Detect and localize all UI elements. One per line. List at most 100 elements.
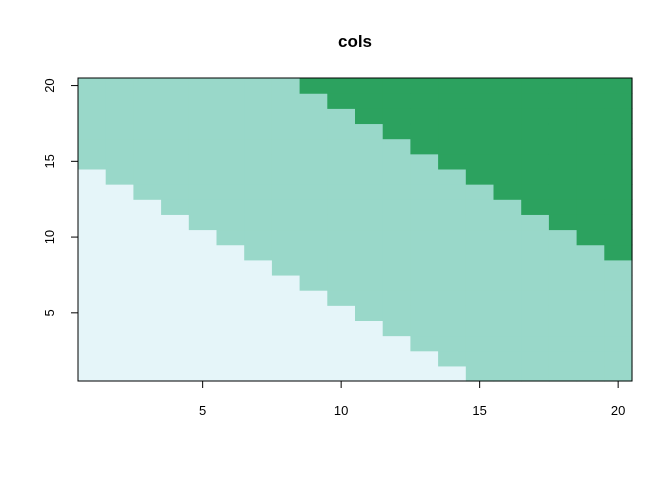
heatmap-cell [105, 274, 134, 291]
heatmap-cell [576, 350, 605, 367]
heatmap-cell [216, 138, 245, 155]
heatmap-cell [188, 365, 218, 382]
heatmap-cell [216, 320, 245, 337]
heatmap-cell [78, 305, 107, 321]
heatmap-cell [78, 168, 107, 185]
heatmap-cell [105, 244, 134, 261]
heatmap-cell [327, 320, 356, 337]
heatmap-cell [105, 335, 134, 352]
heatmap-cell [161, 168, 190, 185]
heatmap-cell [465, 290, 495, 306]
heatmap-cell [355, 214, 384, 231]
heatmap-cell [493, 199, 522, 215]
heatmap-cell [161, 184, 190, 200]
heatmap-cell [78, 335, 107, 352]
heatmap-cell [327, 168, 356, 185]
heatmap-cell [327, 305, 356, 321]
heatmap-cell [327, 138, 356, 155]
heatmap-cell [576, 199, 605, 215]
heatmap-cell [299, 93, 328, 109]
heatmap-cell [493, 184, 522, 200]
heatmap-cell [133, 93, 162, 109]
heatmap-cell [105, 229, 134, 246]
heatmap-cell [465, 335, 495, 352]
heatmap-cell [161, 199, 190, 215]
heatmap-cell [410, 199, 439, 215]
heatmap-cell [78, 199, 107, 215]
heatmap-cell [161, 229, 190, 246]
heatmap-cell [493, 244, 522, 261]
heatmap-cell [355, 259, 384, 276]
heatmap-cell [78, 274, 107, 291]
heatmap-cell [327, 153, 356, 170]
heatmap-cell [355, 244, 384, 261]
heatmap-cell [493, 350, 522, 367]
heatmap-cell [604, 320, 633, 337]
heatmap-cell [271, 350, 301, 367]
heatmap-cell [161, 290, 190, 306]
heatmap-cell [465, 244, 495, 261]
heatmap-cell [299, 153, 328, 170]
heatmap-cell [327, 93, 356, 109]
heatmap-cell [188, 229, 218, 246]
heatmap-cell [576, 123, 605, 140]
heatmap-cell [216, 335, 245, 352]
heatmap-cell [188, 350, 218, 367]
heatmap-cell [604, 290, 633, 306]
heatmap-cell [188, 123, 218, 140]
heatmap-cell [244, 108, 273, 125]
heatmap-cell [161, 274, 190, 291]
heatmap-cell [465, 184, 495, 200]
heatmap-cell [410, 229, 439, 246]
heatmap-cell [244, 93, 273, 109]
heatmap-cell [161, 138, 190, 155]
heatmap-cell [604, 184, 633, 200]
heatmap-cell [188, 244, 218, 261]
heatmap-cell [327, 350, 356, 367]
heatmap-cell [410, 214, 439, 231]
y-tick-label: 5 [42, 309, 57, 316]
heatmap-cell [78, 350, 107, 367]
heatmap-cell [78, 153, 107, 170]
heatmap-cell [78, 259, 107, 276]
heatmap-cell [521, 274, 550, 291]
heatmap-cell [78, 214, 107, 231]
heatmap-cell [438, 168, 467, 185]
heatmap-cell [271, 108, 301, 125]
heatmap-cell [161, 305, 190, 321]
heatmap-cell [465, 199, 495, 215]
heatmap-cell [271, 365, 301, 382]
heatmap-cell [299, 199, 328, 215]
y-tick-label: 10 [42, 230, 57, 244]
heatmap-cell [576, 168, 605, 185]
heatmap-cell [105, 153, 134, 170]
heatmap-cell [327, 335, 356, 352]
heatmap-cell [438, 214, 467, 231]
heatmap-cell [493, 123, 522, 140]
heatmap-cell [576, 138, 605, 155]
heatmap-cell [410, 168, 439, 185]
x-tick-label: 20 [611, 403, 625, 418]
y-axis: 5 10 15 20 [42, 78, 79, 316]
heatmap-cell [465, 78, 495, 94]
heatmap-cell [299, 350, 328, 367]
heatmap-cell [271, 259, 301, 276]
heatmap-cell [548, 168, 578, 185]
heatmap-cell [216, 108, 245, 125]
heatmap-cell [465, 365, 495, 382]
heatmap-cell [78, 244, 107, 261]
heatmap-cell [271, 274, 301, 291]
heatmap-cell [521, 168, 550, 185]
heatmap-cell [465, 305, 495, 321]
heatmap-cell [188, 78, 218, 94]
heatmap-cell [244, 244, 273, 261]
heatmap-cell [382, 214, 411, 231]
heatmap-cell [244, 229, 273, 246]
heatmap-cell [521, 350, 550, 367]
heatmap-cell [521, 365, 550, 382]
heatmap-cell [133, 199, 162, 215]
heatmap-cell [105, 290, 134, 306]
heatmap-cell [493, 320, 522, 337]
heatmap-cell [271, 290, 301, 306]
